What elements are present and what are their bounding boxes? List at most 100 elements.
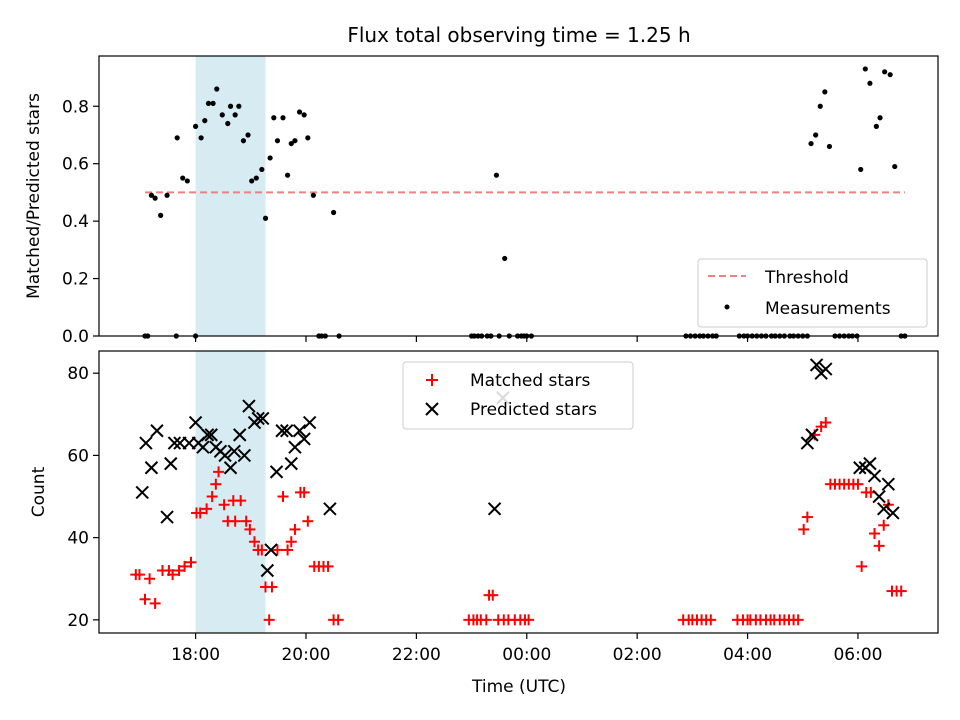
matched-point [144,573,156,585]
matched-point [820,417,832,429]
matched-point [322,560,334,572]
predicted-point [237,448,252,463]
predicted-point [256,411,270,426]
predicted-point [139,436,153,450]
predicted-point [809,358,824,372]
top-y-axis-label: Matched/Predicted stars [24,93,44,299]
predicted-point [164,456,178,471]
measurement-point [259,166,265,173]
measurement-point [280,115,286,121]
measurement-point [236,103,242,109]
measurement-point [152,195,158,201]
matched-point [705,614,717,626]
predicted-point [877,502,891,516]
measurement-point [817,103,823,109]
legend-threshold-label: Threshold [764,268,849,288]
legend-predicted-swatch [425,402,439,416]
x-tick-label: 04:00 [723,645,772,665]
measurement-point [174,135,180,141]
matched-point [798,523,810,535]
matched-point [869,528,881,540]
matched-point [256,544,268,556]
matched-point [266,581,278,593]
x-tick-label: 00:00 [502,645,551,665]
measurement-point [192,123,199,129]
y-tick-label: 0.6 [62,155,89,175]
measurement-point [205,100,212,106]
predicted-point [872,489,886,504]
predicted-point [805,428,819,442]
measurement-point [274,138,281,144]
matched-point [194,507,206,519]
legend-matched-swatch [426,374,438,386]
predicted-point [264,543,278,557]
measurement-point [219,112,225,118]
matched-point [878,519,890,531]
predicted-point [135,485,149,500]
measurement-point [808,140,814,147]
matched-point [185,556,197,568]
predicted-points [135,358,900,578]
bottom-x-ticks: 18:00 20:00 22:00 00:00 02:00 04:00 06:00 [171,633,882,665]
matched-point [801,511,813,523]
bottom-shaded-interval [195,351,266,633]
bottom-y-ticks: 20 40 60 80 [67,364,99,631]
predicted-point [279,424,294,438]
measurement-point [232,112,238,118]
predicted-point [260,563,275,578]
predicted-point [160,510,174,524]
measurement-point [202,118,208,124]
top-y-ticks: 0.0 0.2 0.4 0.6 0.8 [62,97,99,347]
predicted-point [863,456,877,471]
predicted-point [297,432,311,446]
predicted-point [144,461,159,475]
measurement-point [862,66,868,72]
matched-point [873,540,885,552]
matched-point [133,569,145,581]
measurement-point [227,103,234,109]
predicted-point [251,411,265,426]
measurement-point [148,192,155,198]
measurement-point [271,115,277,121]
matched-point [895,585,907,597]
bottom-axes-frame [98,350,939,634]
bottom-y-axis-label: Count [29,466,49,517]
figure-title: Flux total observing time = 1.25 h [347,23,690,47]
predicted-point [487,502,502,516]
measurement-point [245,132,251,138]
matched-point [298,486,310,498]
y-tick-label: 20 [67,611,89,631]
matched-point [263,614,275,626]
measurement-point [887,72,893,78]
predicted-point [881,477,896,491]
x-tick-label: 18:00 [171,645,220,665]
measurement-point [210,100,216,106]
predicted-point [853,461,867,475]
matched-point [218,499,230,511]
matched-point [213,466,225,478]
bottom-legend-box [402,361,634,430]
x-tick-label: 02:00 [613,645,662,665]
measurement-point [813,132,819,138]
top-legend: Threshold Measurements [697,258,928,328]
matched-points [130,417,907,626]
matched-point [289,523,301,535]
predicted-point [819,362,833,376]
x-tick-label: 06:00 [833,645,882,665]
measurement-point [858,166,864,173]
predicted-point [200,428,215,442]
matched-point [277,491,289,503]
matched-point [487,589,499,601]
measurement-point [214,86,220,92]
matched-point [201,503,213,515]
measurement-point [253,175,259,181]
legend-measurements-swatch [724,304,730,310]
predicted-point [204,428,218,442]
measurement-point [310,192,316,198]
predicted-point [196,440,210,454]
measurement-point [240,138,247,144]
y-tick-label: 0.2 [62,270,89,290]
measurement-point [249,178,255,184]
matched-point [149,597,161,609]
